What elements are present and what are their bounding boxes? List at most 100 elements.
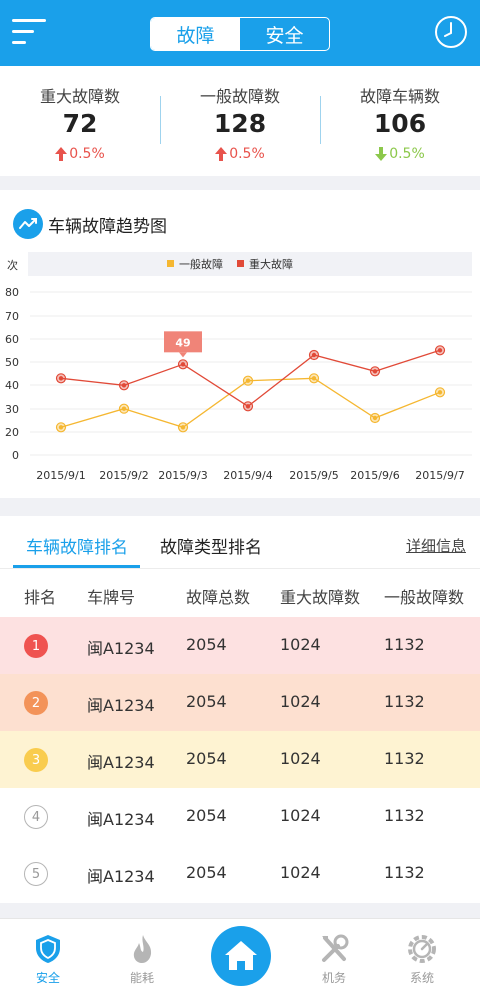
table-row[interactable]: 4 闽A1234 2054 1024 1132 (0, 788, 480, 845)
stat-change-value: 0.5% (389, 146, 425, 162)
chart-title: 车辆故障趋势图 (48, 217, 167, 237)
stat-change: 0.5% (160, 146, 320, 162)
stat-minor-faults[interactable]: 一般故障数 128 0.5% (160, 66, 320, 176)
legend-entry: 重大故障 (249, 257, 293, 271)
table-row[interactable]: 1 闽A1234 2054 1024 1132 (0, 617, 480, 674)
tabbar-item-maintenance[interactable]: 机务 (286, 919, 382, 995)
ranking-tabs: 车辆故障排名 故障类型排名 详细信息 (0, 516, 480, 569)
data-point-core (437, 348, 443, 353)
flame-icon (133, 935, 152, 963)
fault-total: 2054 (186, 635, 227, 654)
legend-swatch (167, 260, 174, 267)
tabbar-label: 安全 (35, 971, 60, 985)
minor-fault-count: 1132 (384, 863, 425, 882)
major-fault-count: 1024 (280, 806, 321, 825)
data-point-core (180, 362, 186, 367)
major-fault-count: 1024 (280, 692, 321, 711)
trend-line-icon (13, 209, 43, 239)
fault-total: 2054 (186, 806, 227, 825)
legend-band (28, 252, 472, 276)
stat-change-value: 0.5% (229, 146, 265, 162)
stat-value: 72 (62, 109, 98, 138)
table-row[interactable]: 3 闽A1234 2054 1024 1132 (0, 731, 480, 788)
fault-total: 2054 (186, 863, 227, 882)
x-tick-label: 2015/9/3 (158, 469, 207, 482)
x-tick-label: 2015/9/1 (36, 469, 85, 482)
tab-fault[interactable]: 故障 (151, 18, 240, 50)
column-header: 重大故障数 (280, 588, 361, 607)
minor-fault-count: 1132 (384, 749, 425, 768)
tabbar-item-energy[interactable]: 能耗 (94, 919, 190, 995)
tabbar-label: 系统 (409, 971, 434, 985)
data-point-core (245, 378, 251, 383)
mode-switch: 故障 安全 (150, 17, 330, 51)
tooltip-value: 49 (175, 336, 190, 349)
column-header: 故障总数 (186, 588, 251, 607)
plate-number: 闽A1234 (87, 810, 155, 829)
legend-entry: 一般故障 (179, 257, 223, 271)
data-point-core (245, 404, 251, 409)
y-tick-label: 30 (5, 403, 19, 416)
column-header: 车牌号 (87, 588, 136, 607)
data-point-core (372, 415, 378, 421)
tab-vehicle-ranking[interactable]: 车辆故障排名 (26, 538, 128, 558)
major-fault-count: 1024 (280, 863, 321, 882)
stat-major-faults[interactable]: 重大故障数 72 0.5% (0, 66, 160, 176)
home-button[interactable] (211, 926, 271, 986)
detail-link[interactable]: 详细信息 (405, 537, 466, 555)
minor-fault-count: 1132 (384, 635, 425, 654)
tab-fault-type-ranking[interactable]: 故障类型排名 (160, 538, 262, 558)
table-row[interactable]: 2 闽A1234 2054 1024 1132 (0, 674, 480, 731)
system-gear-icon (408, 935, 436, 963)
y-tick-label: 0 (12, 449, 19, 462)
tooltip-pointer (179, 352, 187, 358)
data-point-core (311, 376, 317, 381)
plate-number: 闽A1234 (87, 867, 155, 886)
data-point-core (372, 369, 378, 374)
y-tick-label: 50 (5, 356, 19, 369)
column-header: 排名 (24, 588, 57, 607)
data-point-core (180, 425, 186, 430)
stat-change-value: 0.5% (69, 146, 105, 162)
data-point-core (311, 352, 317, 358)
plate-number: 闽A1234 (87, 639, 155, 658)
stat-value: 106 (373, 109, 427, 138)
y-tick-label: 60 (5, 333, 19, 346)
tabbar-item-system[interactable]: 系统 (374, 919, 470, 995)
fault-total: 2054 (186, 749, 227, 768)
y-tick-label: 40 (5, 379, 19, 392)
rank-badge: 1 (24, 634, 48, 658)
stats-panel: 重大故障数 72 0.5% 一般故障数 128 0.5% 故障车辆数 106 0… (0, 66, 480, 176)
stat-label: 故障车辆数 (359, 87, 440, 106)
shield-icon (36, 935, 60, 963)
tools-icon (322, 934, 349, 962)
stat-fault-vehicles[interactable]: 故障车辆数 106 0.5% (320, 66, 480, 176)
x-tick-label: 2015/9/2 (99, 469, 148, 482)
tabbar-item-safety[interactable]: 安全 (0, 919, 96, 995)
arrow-up-icon (215, 147, 228, 161)
data-point-core (58, 376, 64, 381)
trend-chart-card: 车辆故障趋势图 次 一般故障 重大故障 0 20 30 40 50 60 70 80 2015/9/1… (0, 190, 480, 498)
data-point-core (58, 425, 64, 430)
rank-badge: 3 (24, 748, 48, 772)
menu-icon[interactable] (12, 16, 48, 48)
arrow-up-icon (55, 147, 68, 161)
table-row[interactable]: 5 闽A1234 2054 1024 1132 (0, 845, 480, 902)
y-tick-label: 80 (5, 286, 19, 299)
column-header: 一般故障数 (384, 588, 465, 607)
x-tick-label: 2015/9/7 (415, 469, 464, 482)
stat-change: 0.5% (0, 146, 160, 162)
data-point-core (121, 406, 127, 411)
rank-badge: 4 (24, 805, 48, 829)
x-tick-label: 2015/9/6 (350, 469, 399, 482)
y-tick-label: 70 (5, 310, 19, 323)
stat-value: 128 (213, 109, 267, 138)
rank-badge: 2 (24, 691, 48, 715)
clock-icon[interactable] (434, 15, 468, 49)
active-tab-indicator (13, 565, 140, 568)
tab-safety[interactable]: 安全 (265, 24, 304, 47)
stat-change: 0.5% (320, 146, 480, 162)
major-fault-count: 1024 (280, 635, 321, 654)
trend-chart: 次 一般故障 重大故障 0 20 30 40 50 60 70 80 2015/9/1 2015/9/2… (5, 252, 472, 482)
x-tick-label: 2015/9/4 (223, 469, 272, 482)
